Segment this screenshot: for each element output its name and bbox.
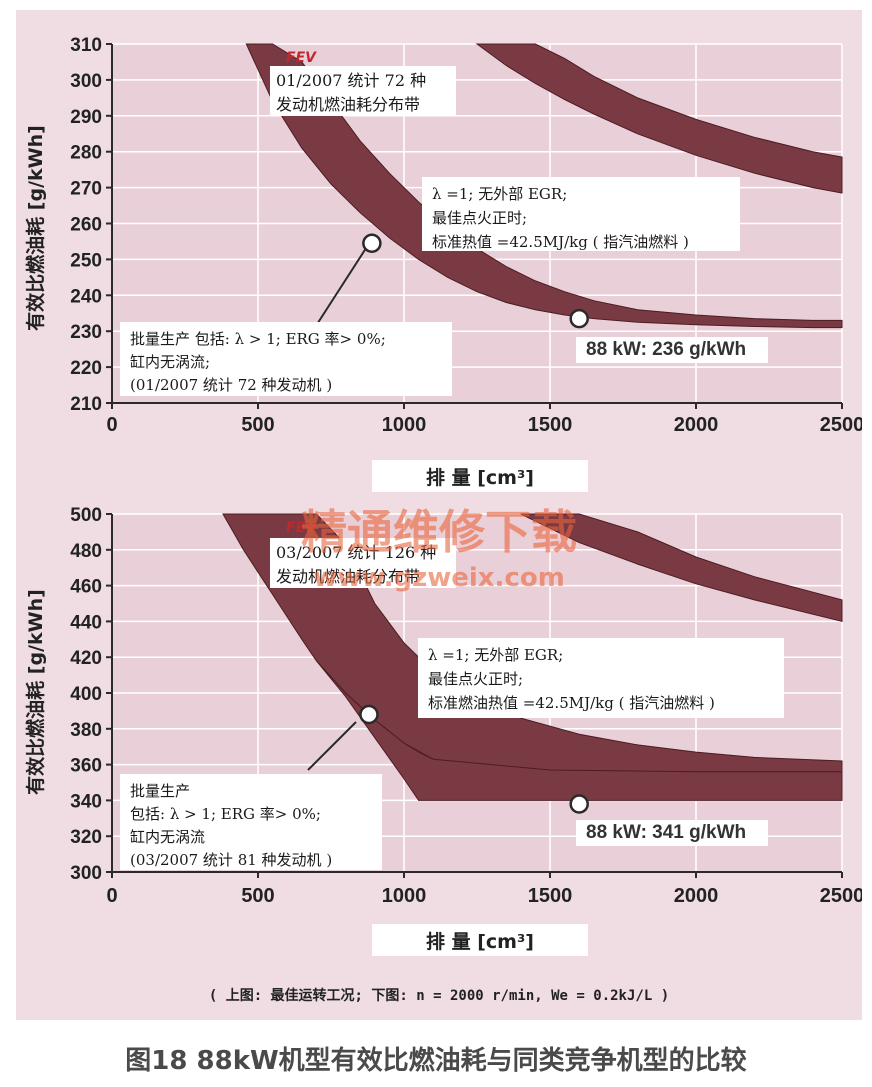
conditions-box bbox=[418, 638, 784, 718]
conditions-line: 标准燃油热值 =42.5MJ/kg ( 指汽油燃料 ) bbox=[428, 694, 715, 712]
y-tick-label: 230 bbox=[70, 322, 102, 343]
data-point-1 bbox=[359, 704, 379, 725]
figure-caption: 图18 88kW机型有效比燃油耗与同类竞争机型的比较 bbox=[125, 1046, 747, 1076]
y-tick-label: 380 bbox=[70, 720, 102, 741]
band-label-box bbox=[270, 538, 456, 588]
y-axis-label: 有效比燃油耗 [g/kWh] bbox=[24, 589, 47, 795]
y-tick-label: 210 bbox=[70, 394, 102, 415]
y-tick-label: 280 bbox=[70, 143, 102, 164]
leader-line bbox=[307, 721, 357, 771]
x-axis-label: 排 量 [cm³] bbox=[426, 930, 534, 953]
x-tick-label: 500 bbox=[241, 885, 274, 907]
band-label-line: 发动机燃油耗分布带 bbox=[276, 95, 420, 114]
y-tick-label: 400 bbox=[70, 684, 102, 705]
conditions-line: λ =1; 无外部 EGR; bbox=[428, 646, 563, 664]
batch-line: (01/2007 统计 72 种发动机 ) bbox=[130, 376, 332, 394]
y-tick-label: 290 bbox=[70, 107, 102, 128]
data-point-2 bbox=[569, 794, 589, 814]
y-tick-label: 340 bbox=[70, 791, 102, 812]
batch-box bbox=[120, 322, 452, 396]
y-tick-label: 310 bbox=[70, 35, 102, 56]
x-tick-label: 1000 bbox=[382, 414, 427, 436]
highlight-label: 88 kW: 236 g/kWh bbox=[586, 339, 746, 360]
conditions-line: 最佳点火正时; bbox=[432, 209, 527, 227]
y-tick-label: 260 bbox=[70, 215, 102, 236]
chart-1: 210 220 230 240 250 260 270 280 290 300 310 0 500 100… bbox=[24, 35, 862, 492]
y-tick-label: 480 bbox=[70, 541, 102, 562]
x-tick-label: 1000 bbox=[382, 885, 427, 907]
x-tick-label: 1500 bbox=[528, 885, 573, 907]
y-tick-label: 360 bbox=[70, 756, 102, 777]
band-label-line: 03/2007 统计 126 种 bbox=[276, 543, 436, 562]
fev-logo: FEV bbox=[286, 520, 317, 536]
y-tick-label: 420 bbox=[70, 648, 102, 669]
x-tick-label: 2000 bbox=[674, 885, 719, 907]
batch-line: 缸内无涡流 bbox=[130, 828, 205, 846]
batch-line: (03/2007 统计 81 种发动机 ) bbox=[130, 851, 332, 869]
watermark: 精通维修下载 www.gzweix.com bbox=[301, 505, 577, 593]
x-tick-label: 0 bbox=[106, 885, 117, 907]
conditions-line: 最佳点火正时; bbox=[428, 670, 523, 688]
y-tick-label: 240 bbox=[70, 286, 102, 307]
y-tick-label: 460 bbox=[70, 577, 102, 598]
y-tick-label: 270 bbox=[70, 179, 102, 200]
band-label-box bbox=[270, 66, 456, 116]
fuel-band-2 bbox=[475, 43, 843, 194]
batch-line: 批量生产 包括: λ > 1; ERG 率> 0%; bbox=[130, 330, 386, 348]
y-tick-label: 300 bbox=[70, 71, 102, 92]
x-tick-label: 2500 bbox=[820, 414, 862, 436]
conditions-box bbox=[422, 177, 740, 251]
fuel-band-2 bbox=[316, 660, 843, 801]
data-point-2 bbox=[569, 308, 589, 329]
x-tick-label: 1500 bbox=[528, 414, 573, 436]
band-label-line: 发动机燃油耗分布带 bbox=[276, 567, 420, 586]
batch-line: 缸内无涡流; bbox=[130, 353, 210, 371]
y-axis-label: 有效比燃油耗 [g/kWh] bbox=[24, 125, 47, 331]
caption-bar bbox=[0, 1022, 872, 1087]
x-tick-label: 500 bbox=[241, 414, 274, 436]
highlight-box bbox=[576, 337, 768, 363]
y-tick-label: 300 bbox=[70, 863, 102, 884]
y-tick-label: 320 bbox=[70, 827, 102, 848]
x-axis-label: 排 量 [cm³] bbox=[426, 466, 534, 489]
batch-box bbox=[120, 774, 382, 870]
highlight-label: 88 kW: 341 g/kWh bbox=[586, 822, 746, 843]
figure-panel: 210 220 230 240 250 260 270 280 290 300 310 0 500 100… bbox=[16, 10, 862, 1020]
conditions-line: 标准热值 =42.5MJ/kg ( 指汽油燃料 ) bbox=[432, 233, 689, 251]
batch-line: 包括: λ > 1; ERG 率> 0%; bbox=[130, 805, 321, 823]
watermark-url: www.gzweix.com bbox=[313, 563, 565, 593]
leader-line bbox=[311, 241, 371, 333]
x-tick-label: 2000 bbox=[674, 414, 719, 436]
highlight-box bbox=[576, 820, 768, 846]
batch-line: 批量生产 bbox=[130, 782, 190, 800]
fuel-band-3 bbox=[520, 513, 843, 623]
watermark-title: 精通维修下载 bbox=[301, 505, 577, 559]
chart-figure: 210 220 230 240 250 260 270 280 290 300 310 0 500 100… bbox=[24, 35, 862, 1004]
x-axis-label-bg bbox=[372, 924, 588, 956]
data-point-1 bbox=[362, 233, 382, 253]
chart-2: 300 320 340 360 380 400 420 440 460 480 500 0 500 100… bbox=[24, 505, 862, 956]
x-tick-label: 2500 bbox=[820, 885, 862, 907]
y-tick-label: 250 bbox=[70, 250, 102, 271]
y-tick-label: 440 bbox=[70, 612, 102, 633]
operating-conditions-note: ( 上图: 最佳运转工况; 下图: n = 2000 r/min, We = 0… bbox=[209, 987, 669, 1004]
x-axis-label-bg bbox=[372, 460, 588, 492]
x-tick-label: 0 bbox=[106, 414, 117, 436]
y-tick-label: 500 bbox=[70, 505, 102, 526]
conditions-line: λ =1; 无外部 EGR; bbox=[432, 185, 567, 203]
y-tick-label: 220 bbox=[70, 358, 102, 379]
fev-logo: FEV bbox=[286, 50, 317, 66]
band-label-line: 01/2007 统计 72 种 bbox=[276, 71, 426, 90]
